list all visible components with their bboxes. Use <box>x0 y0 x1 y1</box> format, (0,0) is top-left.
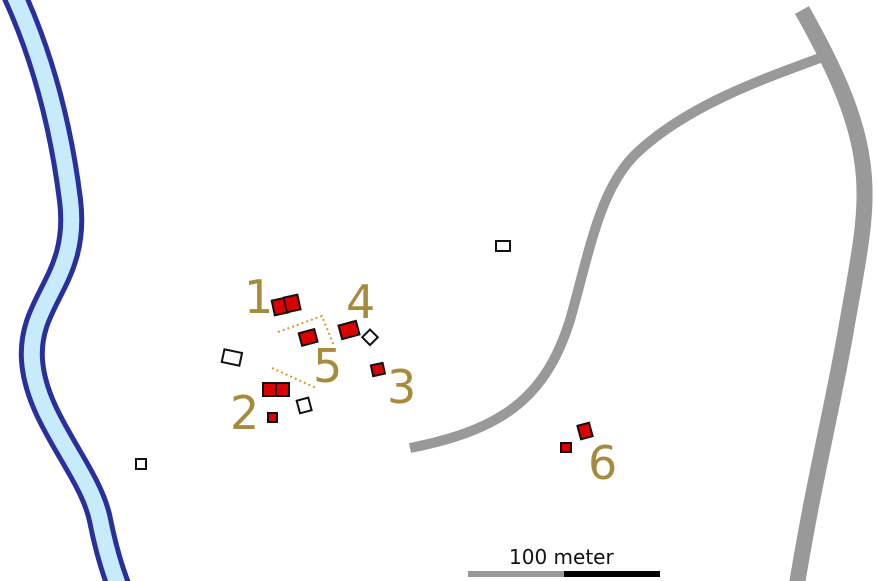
river-water <box>7 0 126 581</box>
building-outline <box>295 396 313 415</box>
scale-bar: 100 meter <box>468 545 660 577</box>
site-label-3: 3 <box>387 360 416 414</box>
building-outline <box>220 348 244 367</box>
side-road <box>409 53 822 453</box>
site-label-6: 6 <box>588 436 617 490</box>
site-labels: 1 2 3 4 5 6 <box>230 270 617 490</box>
excavated-building <box>337 319 361 341</box>
river-bank <box>2 0 131 581</box>
excavated-building <box>297 327 319 348</box>
dotted-line-lower <box>271 367 317 389</box>
building-outline <box>360 328 380 347</box>
site-label-1: 1 <box>244 270 273 324</box>
site-label-2: 2 <box>230 386 259 440</box>
excavated-building <box>282 293 302 314</box>
scale-bar-segment-left <box>468 571 564 577</box>
excavated-building <box>267 412 278 423</box>
dotted-lines <box>271 314 335 389</box>
scale-bar-segment-right <box>564 571 660 577</box>
site-label-4: 4 <box>346 275 375 329</box>
scale-bar-label: 100 meter <box>509 545 614 569</box>
other-buildings <box>135 240 511 470</box>
excavated-buildings <box>262 293 594 453</box>
dotted-line-upper <box>277 314 335 347</box>
excavated-building <box>576 421 594 441</box>
main-road <box>789 6 873 581</box>
site-label-5: 5 <box>313 339 342 393</box>
excavated-building <box>560 442 572 453</box>
building-outline <box>495 240 511 252</box>
river <box>2 0 131 581</box>
excavated-building <box>369 361 387 378</box>
building-outline <box>135 458 147 470</box>
excavated-building <box>262 382 277 397</box>
excavated-building <box>275 382 290 397</box>
